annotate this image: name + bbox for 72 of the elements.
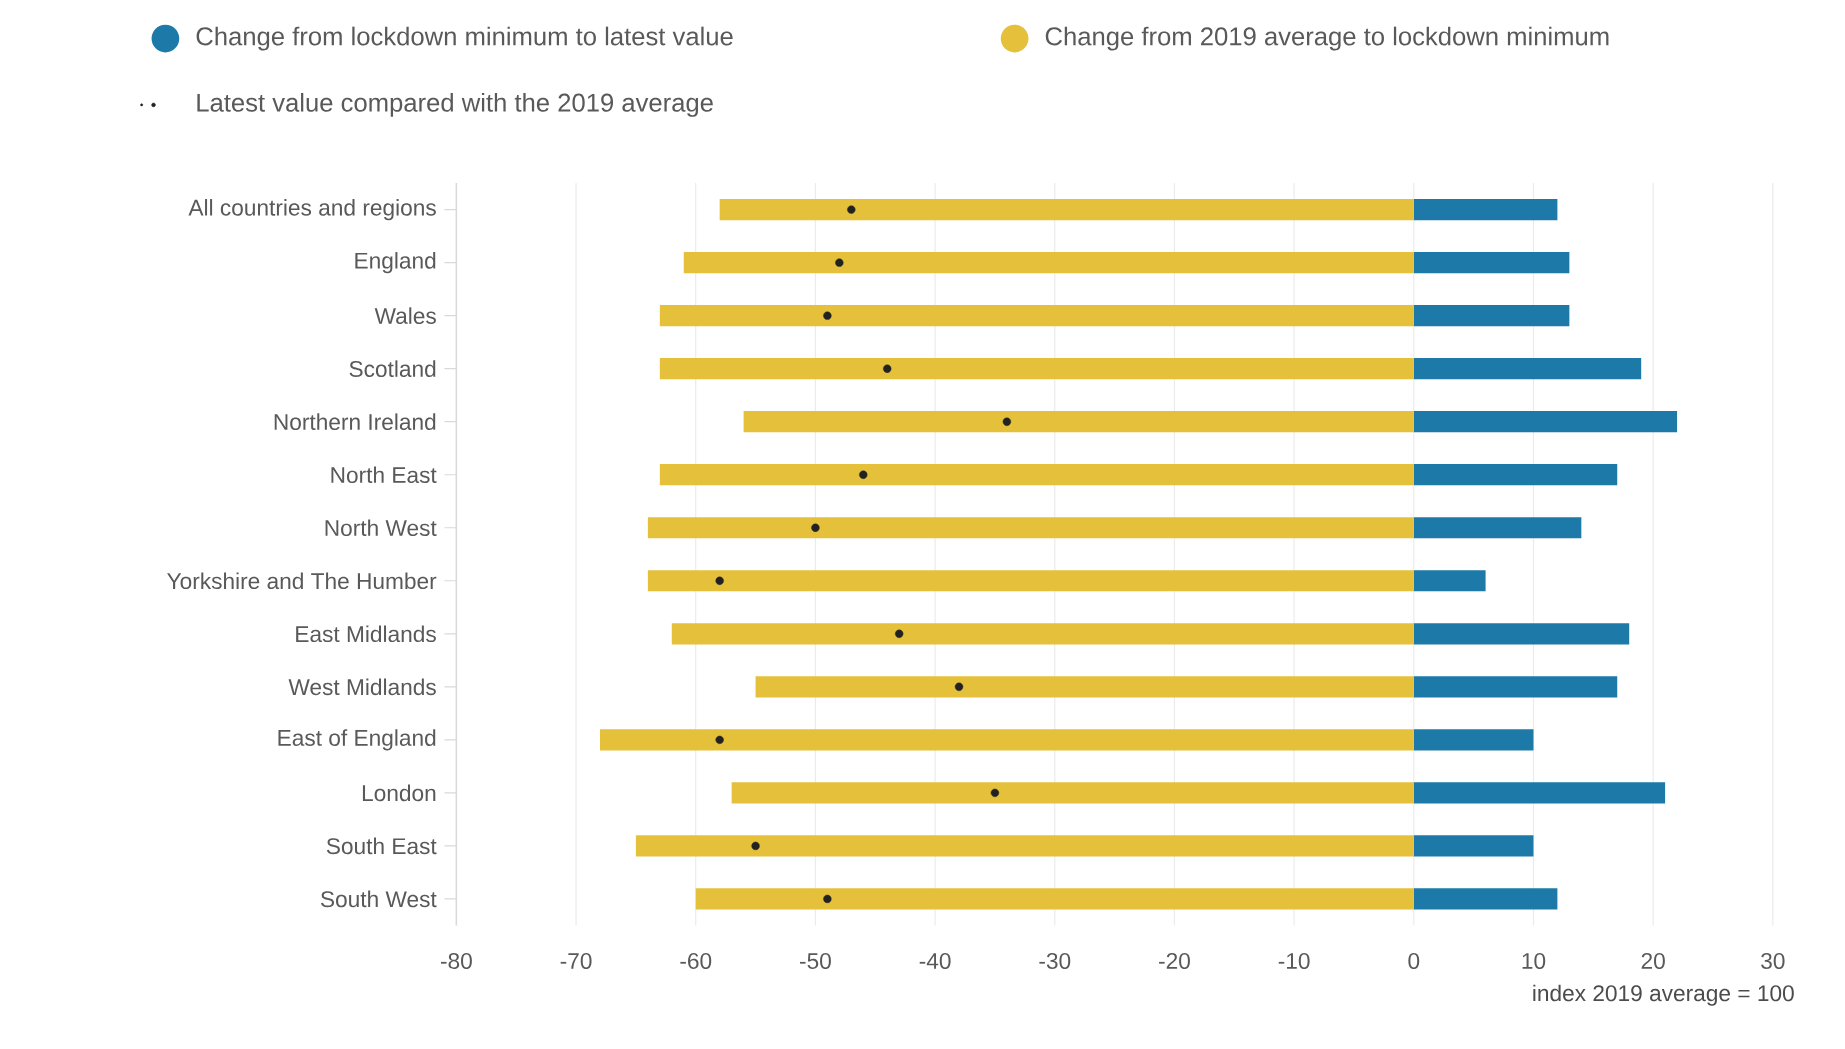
bar <box>1413 358 1642 380</box>
point <box>811 523 820 532</box>
point <box>990 788 1000 797</box>
bar <box>1413 198 1558 221</box>
point <box>823 311 832 320</box>
x-tick-label: -80 <box>441 952 472 969</box>
x-axis-title: index 2019 average = 100 <box>1533 984 1794 1006</box>
x-tick-label: -40 <box>919 952 951 969</box>
bar <box>1413 888 1558 910</box>
bar <box>647 517 1414 539</box>
y-tick-label: England <box>355 252 436 274</box>
y-tick-label: East of England <box>278 729 436 751</box>
point <box>883 364 892 373</box>
bar <box>719 198 1414 221</box>
y-tick-label: Northern Ireland <box>274 413 436 430</box>
x-tick-label: -30 <box>1039 952 1071 969</box>
x-tick-label: -70 <box>560 952 592 969</box>
bar <box>1413 676 1618 698</box>
bar <box>1413 729 1534 751</box>
y-tick-label: Yorkshire and The Humber <box>167 572 437 590</box>
y-tick-label: London <box>362 784 436 802</box>
point <box>847 205 856 214</box>
point <box>715 576 724 585</box>
y-tick-label: Scotland <box>349 360 436 377</box>
bar <box>1413 304 1570 327</box>
x-tick-label: 10 <box>1522 952 1546 969</box>
y-tick-label: Wales <box>374 307 436 324</box>
x-tick-label: 20 <box>1641 952 1665 969</box>
x-tick-label: -10 <box>1278 952 1310 969</box>
bar <box>659 464 1414 486</box>
y-tick-label: South West <box>320 890 437 908</box>
x-tick-label: -60 <box>680 952 712 969</box>
x-tick-label: 30 <box>1761 952 1785 969</box>
y-tick-label: South East <box>326 837 437 855</box>
bar <box>683 251 1414 274</box>
bar <box>743 411 1414 433</box>
legend-label: Latest value compared with the 2019 average <box>197 92 713 117</box>
bar <box>659 304 1414 327</box>
bar <box>755 676 1414 698</box>
bar <box>635 835 1414 857</box>
bar <box>659 358 1414 380</box>
bar <box>1413 782 1666 804</box>
y-tick-label: North East <box>331 466 437 483</box>
bar <box>1413 464 1618 486</box>
point <box>835 258 844 267</box>
point <box>954 682 964 691</box>
legend-label: Change from 2019 average to lockdown minimum <box>1045 26 1609 51</box>
point <box>859 470 868 479</box>
bar <box>671 623 1414 645</box>
bar <box>647 570 1414 592</box>
point <box>751 841 760 850</box>
point <box>715 735 724 744</box>
point <box>823 894 832 903</box>
bar <box>1413 835 1534 857</box>
bar <box>1413 251 1570 274</box>
bar <box>1413 623 1630 645</box>
point <box>895 629 904 638</box>
x-tick-label: -20 <box>1159 952 1190 969</box>
bar <box>1413 570 1486 592</box>
y-tick-label: All countries and regions <box>188 198 436 221</box>
bar <box>599 729 1414 751</box>
y-tick-label: North West <box>325 519 437 537</box>
x-tick-label: 0 <box>1408 952 1420 969</box>
x-tick-label: -50 <box>800 952 831 969</box>
bar <box>1413 517 1582 539</box>
bar <box>695 888 1414 910</box>
y-tick-label: East Midlands <box>296 625 436 643</box>
legend-label: Change from lockdown minimum to latest value <box>196 26 733 51</box>
bar <box>731 782 1414 804</box>
y-tick-label: West Midlands <box>288 678 436 696</box>
point <box>1002 417 1012 426</box>
bar <box>1413 411 1678 433</box>
